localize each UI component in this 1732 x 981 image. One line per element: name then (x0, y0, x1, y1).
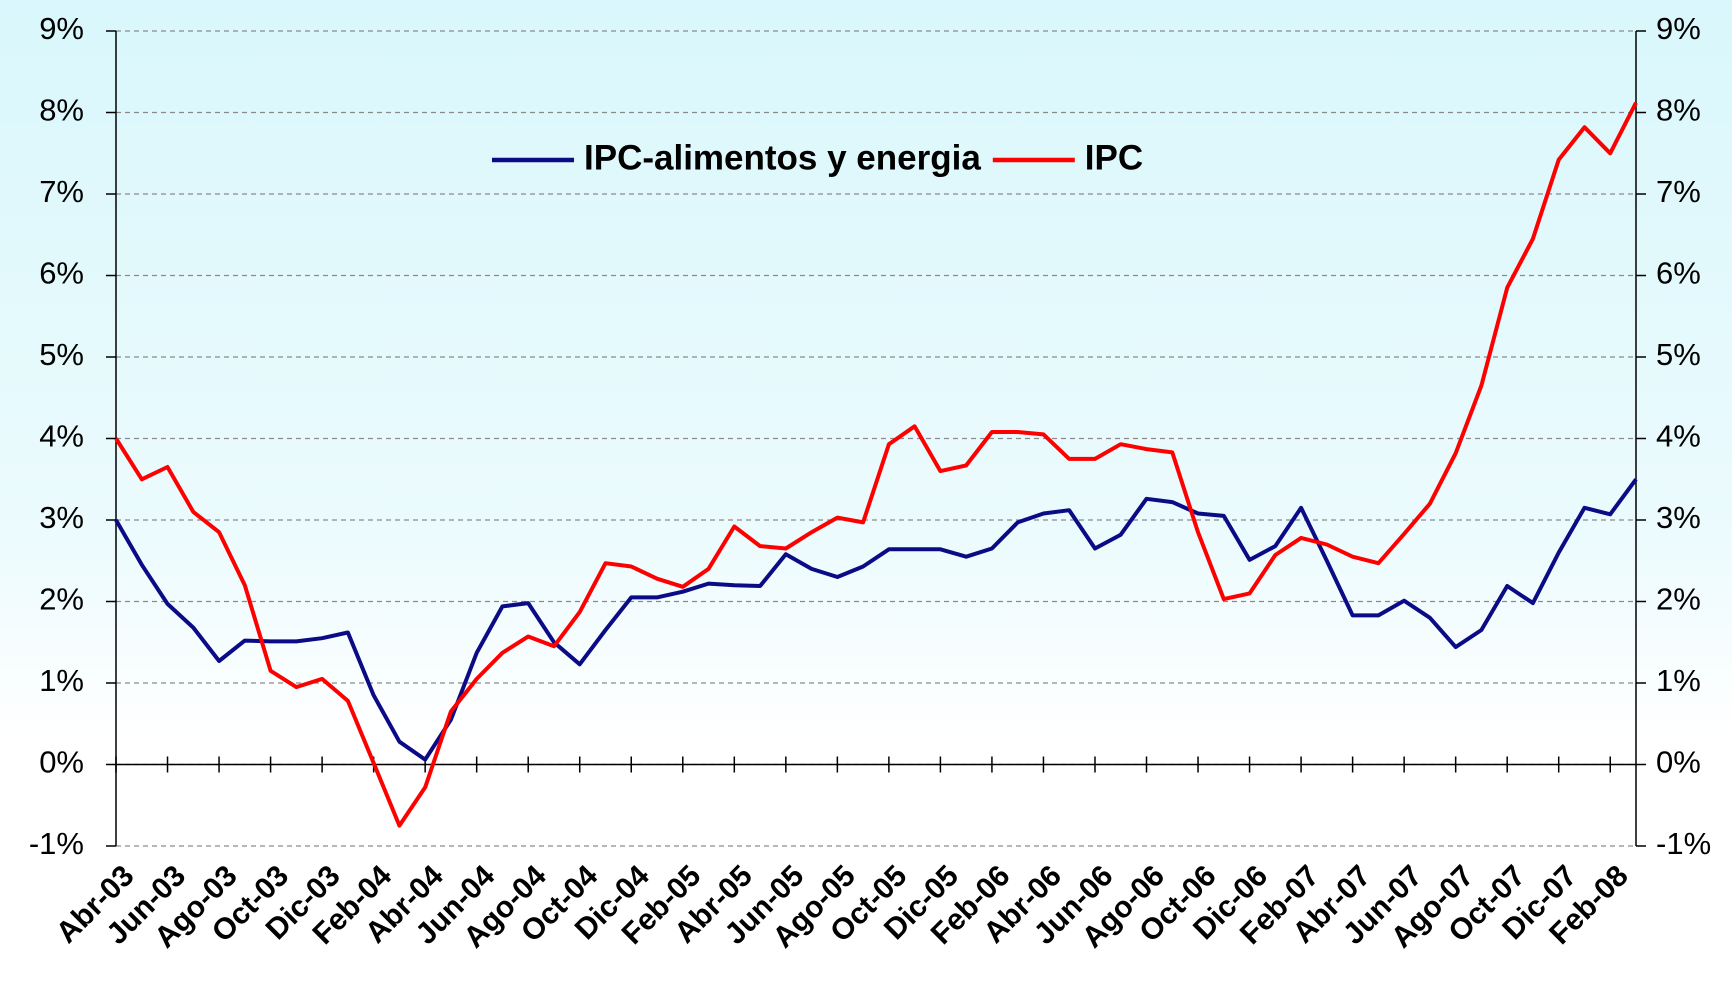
y2-tick-label: 9% (1656, 11, 1701, 46)
series-line (114, 101, 1638, 828)
y-tick-label: 4% (39, 419, 84, 454)
y2-tick-label: -1% (1656, 826, 1711, 861)
y-tick-label: 3% (39, 500, 84, 535)
y2-tick-label: 7% (1656, 174, 1701, 209)
y-tick-label: 8% (39, 93, 84, 128)
y2-tick-label: 8% (1656, 93, 1701, 128)
legend-label: IPC-alimentos y energia (584, 138, 981, 177)
y2-tick-label: 3% (1656, 500, 1701, 535)
series-line (114, 478, 1638, 762)
y-tick-label: 9% (39, 11, 84, 46)
y2-tick-label: 5% (1656, 337, 1701, 372)
y-tick-label: 7% (39, 174, 84, 209)
y-tick-label: 2% (39, 582, 84, 617)
y-tick-label: 0% (39, 745, 84, 780)
y2-tick-label: 6% (1656, 256, 1701, 291)
y-tick-label: 6% (39, 256, 84, 291)
y2-tick-label: 1% (1656, 663, 1701, 698)
y-tick-label: -1% (29, 826, 84, 861)
legend-label: IPC (1085, 138, 1143, 177)
y2-tick-label: 2% (1656, 582, 1701, 617)
y2-tick-label: 4% (1656, 419, 1701, 454)
y-tick-label: 5% (39, 337, 84, 372)
y2-tick-label: 0% (1656, 745, 1701, 780)
y-tick-label: 1% (39, 663, 84, 698)
